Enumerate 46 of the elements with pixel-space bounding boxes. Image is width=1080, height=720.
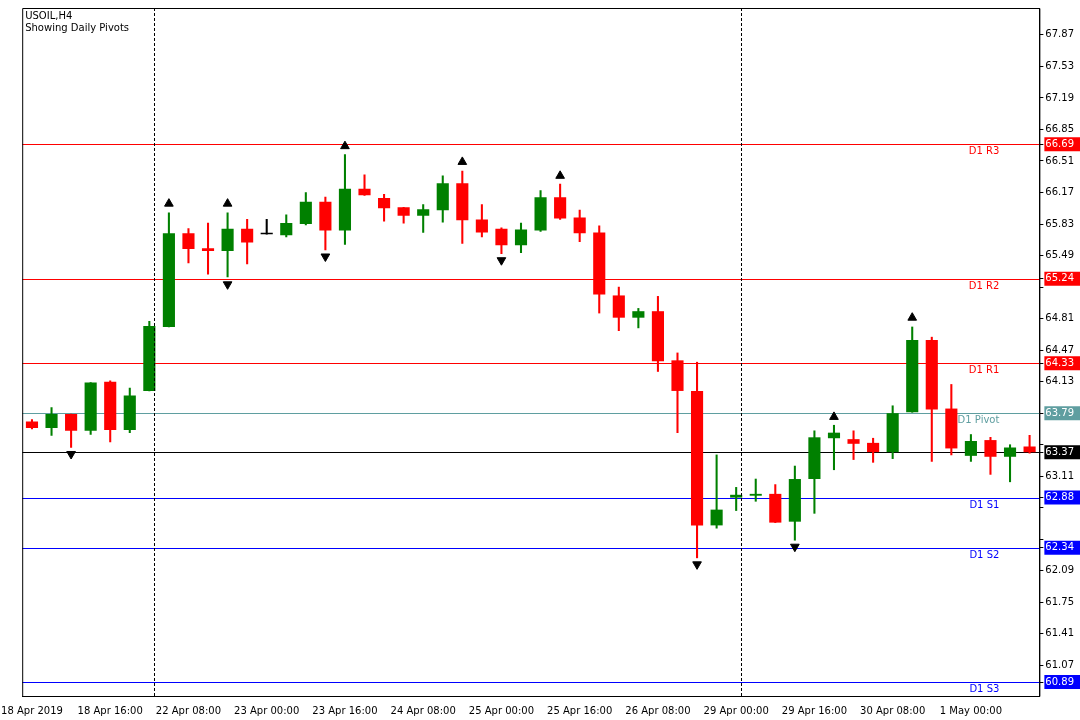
ref-line-label: D1 S3: [969, 683, 1000, 695]
ref-line-label: D1 R1: [968, 364, 1000, 376]
y-tick-label: 61.41: [1045, 627, 1075, 639]
ref-line-label: D1 Pivot: [957, 414, 1000, 426]
ref-line-label: D1 S1: [969, 499, 1000, 511]
y-tick-label: 61.07: [1045, 659, 1075, 670]
ref-line-label: D1 S2: [969, 549, 1000, 561]
y-tick-label: 66.51: [1045, 154, 1075, 166]
y-tick-label: 62.34: [1045, 541, 1075, 553]
x-tick-label: 18 Apr 2019: [1, 704, 63, 716]
ref-line-label: D1 R2: [968, 280, 1000, 292]
y-tick-label: 63.11: [1045, 469, 1075, 481]
y-tick-label: 65.24: [1045, 272, 1075, 284]
y-tick-label: 67.19: [1045, 91, 1075, 103]
x-tick-label: 22 Apr 08:00: [155, 704, 222, 716]
x-tick-label: 29 Apr 00:00: [703, 704, 769, 716]
y-tick-label: 66.17: [1045, 186, 1075, 198]
y-tick-label: 66.85: [1045, 123, 1075, 135]
y-tick-label: 63.79: [1045, 406, 1075, 418]
x-tick-label: 30 Apr 08:00: [860, 704, 926, 716]
x-tick-label: 23 Apr 00:00: [234, 704, 300, 716]
y-tick-label: 64.13: [1045, 375, 1075, 387]
x-tick-label: 23 Apr 16:00: [312, 704, 378, 716]
x-tick-label: 1 May 00:00: [939, 704, 1003, 716]
y-tick-label: 62.88: [1045, 491, 1075, 503]
x-tick-label: 25 Apr 00:00: [468, 704, 535, 716]
x-tick-label: 29 Apr 16:00: [781, 704, 848, 716]
y-tick-label: 65.49: [1045, 249, 1075, 261]
x-tick-label: 25 Apr 16:00: [547, 704, 613, 716]
y-tick-label: 67.53: [1045, 60, 1075, 72]
x-tick-label: 26 Apr 08:00: [625, 704, 691, 716]
y-tick-label: 62.09: [1045, 564, 1075, 576]
ref-line-label: D1 R3: [968, 145, 1000, 157]
text: Showing Daily Pivots: [25, 22, 130, 34]
x-tick-label: 18 Apr 16:00: [77, 704, 143, 716]
x-tick-label: 24 Apr 08:00: [390, 704, 456, 716]
y-tick-label: 67.87: [1045, 28, 1075, 40]
chart-title: USOIL,H4: [25, 10, 74, 22]
y-tick-label: 65.83: [1045, 217, 1075, 229]
y-tick-label: 63.37: [1045, 445, 1075, 457]
y-tick-label: 66.69: [1045, 137, 1075, 149]
y-tick-label: 61.75: [1045, 595, 1075, 607]
y-tick-label: 64.47: [1045, 343, 1075, 355]
y-tick-label: 64.81: [1045, 312, 1075, 324]
y-tick-label: 60.89: [1045, 675, 1075, 687]
y-tick-label: 64.33: [1045, 356, 1075, 368]
